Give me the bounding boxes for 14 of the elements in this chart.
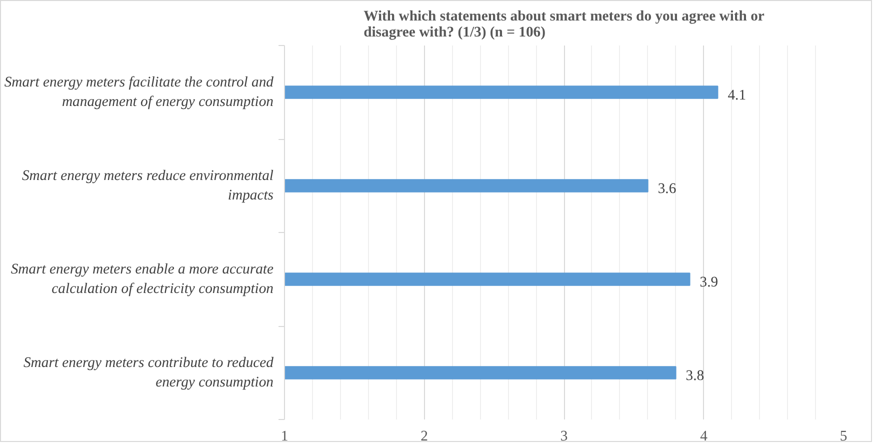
x-tick-label: 5 xyxy=(840,428,848,444)
data-label: 4.1 xyxy=(728,87,746,104)
x-tick-label: 2 xyxy=(420,428,428,444)
data-label: 3.8 xyxy=(686,368,704,384)
data-label: 3.6 xyxy=(658,180,676,197)
x-tick-label: 3 xyxy=(560,428,568,444)
chart-title: With which statements about smart meters do you agree with or disagree with? (1/3) (n = 106) xyxy=(364,8,765,40)
x-tick-label: 1 xyxy=(280,428,288,444)
x-tick-label: 4 xyxy=(700,428,708,444)
y-tick-label: Smart energy meters reduce environmental impacts xyxy=(22,168,274,204)
y-tick-label: Smart energy meters facilitate the control and management of energy consumption xyxy=(4,74,274,110)
data-label: 3.9 xyxy=(700,274,718,290)
y-tick-label: Smart energy meters contribute to reduced energy consumption xyxy=(23,355,274,390)
y-tick-label: Smart energy meters enable a more accurate calculation of electricity consumption xyxy=(10,262,274,297)
